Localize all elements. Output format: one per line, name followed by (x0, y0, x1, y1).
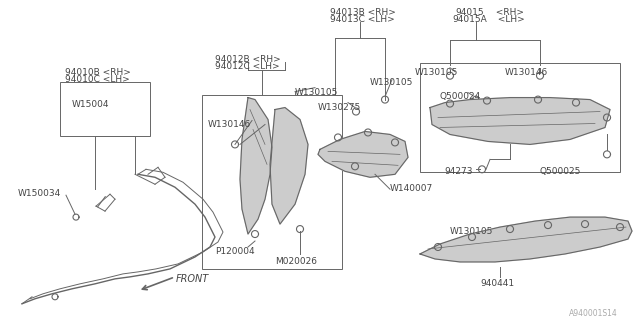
Text: W150034: W150034 (18, 189, 61, 198)
Bar (420, 63, 620, 172)
Text: Q500024: Q500024 (440, 92, 481, 100)
Text: W15004: W15004 (72, 100, 109, 108)
Polygon shape (430, 98, 610, 144)
Text: 94013C <LH>: 94013C <LH> (330, 15, 395, 24)
Text: 94010C <LH>: 94010C <LH> (65, 75, 130, 84)
Polygon shape (318, 132, 408, 177)
Text: 94012C <LH>: 94012C <LH> (215, 62, 280, 71)
Text: W130105: W130105 (370, 78, 413, 87)
Polygon shape (420, 217, 632, 262)
Text: W130105: W130105 (450, 227, 493, 236)
Bar (202, 95, 342, 269)
Text: W130275: W130275 (318, 103, 361, 112)
Text: 940441: 940441 (480, 279, 514, 288)
Text: <LH>: <LH> (492, 15, 525, 24)
Polygon shape (240, 98, 272, 234)
Bar (60, 82, 150, 136)
Text: <RH>: <RH> (490, 8, 524, 17)
Text: W130105: W130105 (295, 88, 339, 97)
Text: 94015: 94015 (455, 8, 484, 17)
Polygon shape (270, 108, 308, 224)
Text: 94012B <RH>: 94012B <RH> (215, 55, 281, 64)
Text: W130146: W130146 (208, 119, 252, 129)
Text: W140007: W140007 (390, 184, 433, 193)
Text: 94013B <RH>: 94013B <RH> (330, 8, 396, 17)
Text: FRONT: FRONT (176, 274, 209, 284)
Text: Q500025: Q500025 (540, 167, 581, 176)
Text: M020026: M020026 (275, 257, 317, 266)
Text: W130105: W130105 (415, 68, 458, 77)
Text: 94010B <RH>: 94010B <RH> (65, 68, 131, 77)
Text: 94015A: 94015A (452, 15, 487, 24)
Text: A940001S14: A940001S14 (569, 309, 618, 318)
Text: W130146: W130146 (505, 68, 548, 77)
Text: 94273: 94273 (444, 167, 472, 176)
Text: P120004: P120004 (215, 247, 255, 256)
